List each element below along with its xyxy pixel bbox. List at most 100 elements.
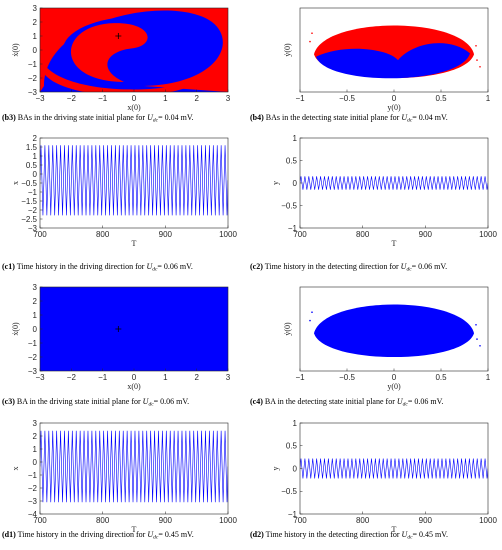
caption-tail: = 0.06 mV. [154,397,189,406]
initial-point-marker [115,33,122,39]
panel-c3: −3 −2 −1 0 1 2 3 3 2 1 0 −1 −2 −3 x(0) ẋ(0) (c3) BA in t… [2,283,231,408]
caption-label: (c4) [250,397,263,406]
plot-area-d2 [300,458,488,479]
y-tick-label: −2.5 [21,215,37,224]
plot-area-b4 [309,25,481,79]
y-tick-label: −2 [28,484,38,493]
y-axis-label: ẋ(0) [11,43,20,57]
basin-blue [40,287,228,371]
y-tick-label: 1 [293,134,298,143]
initial-point-marker [115,326,122,332]
caption-tail: = 0.06 mV. [412,262,447,271]
x-tick-label: 700 [33,230,47,239]
basin-blue [316,43,470,79]
x-tick-label: 1 [486,373,491,382]
caption-var: U [146,262,153,271]
x-tick-label: −3 [35,373,45,382]
plot-area-c4 [309,304,481,358]
x-tick-label: 700 [293,516,307,525]
caption-sub: dc [407,535,413,541]
basin-red-spiral [70,23,148,82]
caption-text: Time history in the driving direction fo… [16,530,148,539]
y-tick-label: −0.5 [21,179,37,188]
y-tick-label: −3 [28,224,38,233]
caption-text: Time history in the detecting direction … [264,530,402,539]
caption-sub: dc [153,535,159,541]
y-tick-label: −1 [28,471,38,480]
caption-label: (d1) [2,530,16,539]
y-tick-label: 1 [33,445,38,454]
caption-c1: (c1) Time history in the driving directi… [2,262,193,273]
y-tick-label: 0 [33,325,38,334]
plot-area-c3 [40,287,228,371]
caption-label: (b4) [250,113,264,122]
caption-sub: dc [148,402,154,408]
caption-label: (d2) [250,530,264,539]
x-tick-label: 0.5 [435,373,447,382]
edge-point [311,311,313,314]
caption-label: (c1) [2,262,15,271]
caption-tail: = 0.45 mV. [413,530,448,539]
x-tick-label: 1000 [479,230,497,239]
caption-text: Time history in the driving direction fo… [15,262,147,271]
y-tick-label: 1.5 [26,143,38,152]
y-tick-label: −2 [28,74,38,83]
y-tick-label: −1 [28,339,38,348]
x-tick-label: 0.5 [435,94,447,103]
x-tick-label: 1000 [219,230,237,239]
caption-b4: (b4) BAs in the detecting state initial … [250,113,448,124]
caption-var: U [143,397,150,406]
x-tick-label: −0.5 [339,94,355,103]
x-tick-label: 3 [226,94,231,103]
caption-b3: (b3) BAs in the driving state initial pl… [2,113,194,124]
y-tick-label: 1 [33,311,38,320]
x-tick-label: −0.5 [339,373,355,382]
y-tick-label: −3 [28,367,38,376]
y-tick-label: 3 [33,419,38,428]
caption-var: U [402,530,409,539]
caption-var: U [147,113,154,122]
plot-area-c1 [40,145,228,216]
y-axis-label: ẋ(0) [11,322,20,336]
x-axis-label: T [392,525,397,534]
x-axis-label: y(0) [387,103,401,112]
basin-red-arc [40,54,200,92]
x-tick-label: 2 [194,94,199,103]
caption-var: U [147,530,154,539]
caption-label: (b3) [2,113,16,122]
x-axis-label: y(0) [387,382,401,391]
panel-c2: 700 800 900 1000 1 0.5 0 −0.5 −1 Ty (c2) Time hist… [250,134,497,273]
y-tick-label: 2 [33,18,38,27]
x-tick-label: −2 [67,94,77,103]
caption-text: BAs in the driving state initial plane f… [16,113,147,122]
caption-c2: (c2) Time history in the detecting direc… [250,262,447,273]
caption-text: BA in the detecting state initial plane … [263,397,397,406]
y-tick-label: −1 [28,60,38,69]
x-tick-label: 700 [293,230,307,239]
caption-var: U [401,262,408,271]
y-tick-label: 0 [293,464,298,473]
caption-var: U [401,113,408,122]
x-tick-label: 0 [132,94,137,103]
y-tick-label: 1 [293,419,298,428]
edge-point [476,59,478,61]
caption-text: BAs in the detecting state initial plane… [264,113,402,122]
y-tick-label: 0 [33,170,38,179]
y-tick-label: −1 [288,224,298,233]
x-tick-label: −1 [98,373,108,382]
x-tick-label: −1 [295,94,305,103]
panel-c4: −1 −0.5 0 0.5 1 y(0) ẏ(0) (c4) BA in the detect… [250,286,491,408]
panel-c1: 700 800 900 1000 21.510.50−0.5−1−1.5−2−2.5−3… [2,134,237,273]
y-tick-label: 0 [33,458,38,467]
caption-label: (c3) [2,397,15,406]
y-tick-label: 0.5 [286,156,298,165]
x-tick-label: 0 [392,373,397,382]
edge-point [311,32,313,34]
caption-text: BA in the driving state initial plane fo… [15,397,143,406]
caption-d1: (d1) Time history in the driving directi… [2,530,194,541]
x-tick-label: 1000 [479,516,497,525]
y-tick-label: 0 [293,179,298,188]
y-tick-label: 2 [33,297,38,306]
y-axis-label: ẏ(0) [283,322,292,336]
